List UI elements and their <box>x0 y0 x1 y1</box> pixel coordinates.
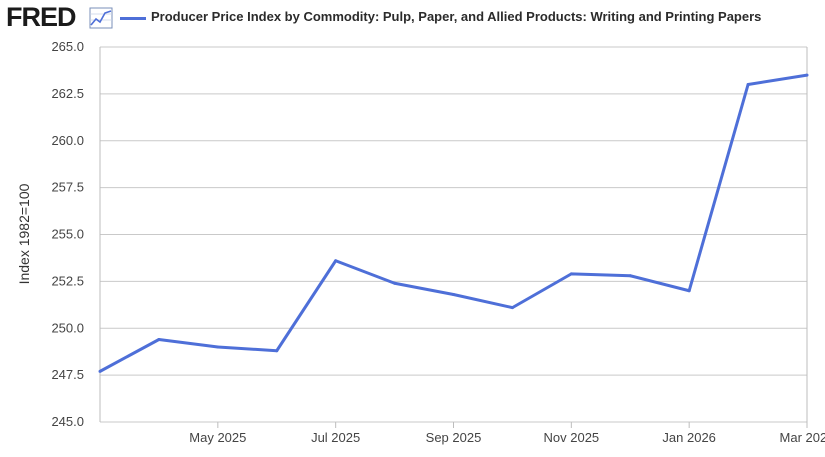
y-tick-label: 245.0 <box>51 414 84 429</box>
y-tick-label: 262.5 <box>51 86 84 101</box>
y-tick-label: 255.0 <box>51 227 84 242</box>
data-point[interactable] <box>569 272 573 276</box>
series-lines <box>98 73 809 373</box>
data-point[interactable] <box>334 259 338 263</box>
x-axis-tick-labels: May 2025 Jul 2025 Sep 2025 Nov 2025 Jan 2026… <box>189 430 825 445</box>
y-axis-title: Index 1982=100 <box>16 183 32 284</box>
x-tick-label: Mar 2026 <box>780 430 825 445</box>
data-point[interactable] <box>746 83 750 86</box>
data-point[interactable] <box>805 73 809 77</box>
chart-title: Producer Price Index by Commodity: Pulp,… <box>151 9 762 24</box>
y-tick-label: 247.5 <box>51 367 84 382</box>
gridlines <box>100 46 807 423</box>
chart-header: FRED Producer Price Index by Commodity: … <box>0 0 825 36</box>
x-tick-label: May 2025 <box>189 430 246 445</box>
x-tick-label: Jul 2025 <box>311 430 360 445</box>
x-tick-label: Jan 2026 <box>662 430 716 445</box>
data-point[interactable] <box>687 289 691 293</box>
legend-swatch <box>120 17 146 20</box>
data-point[interactable] <box>275 349 279 353</box>
y-tick-label: 265.0 <box>51 39 84 54</box>
y-tick-label: 252.5 <box>51 273 84 288</box>
data-point[interactable] <box>452 293 455 296</box>
fred-logo[interactable]: FRED <box>6 2 76 32</box>
x-tick-label: Nov 2025 <box>544 430 600 445</box>
x-tick-label: Sep 2025 <box>426 430 482 445</box>
data-point[interactable] <box>98 369 102 373</box>
y-tick-label: 257.5 <box>51 180 84 195</box>
trend-chart-icon <box>89 7 113 29</box>
axes <box>99 47 808 428</box>
data-point[interactable] <box>393 281 397 285</box>
y-axis-tick-labels: 245.0 247.5 250.0 252.5 255.0 257.5 260.0 262.5… <box>51 39 84 429</box>
y-tick-label: 260.0 <box>51 133 84 148</box>
data-point[interactable] <box>510 306 514 310</box>
data-point[interactable] <box>157 338 161 341</box>
series-line[interactable] <box>99 73 808 373</box>
y-tick-label: 250.0 <box>51 320 84 335</box>
data-point[interactable] <box>628 274 632 278</box>
data-point[interactable] <box>216 345 220 349</box>
